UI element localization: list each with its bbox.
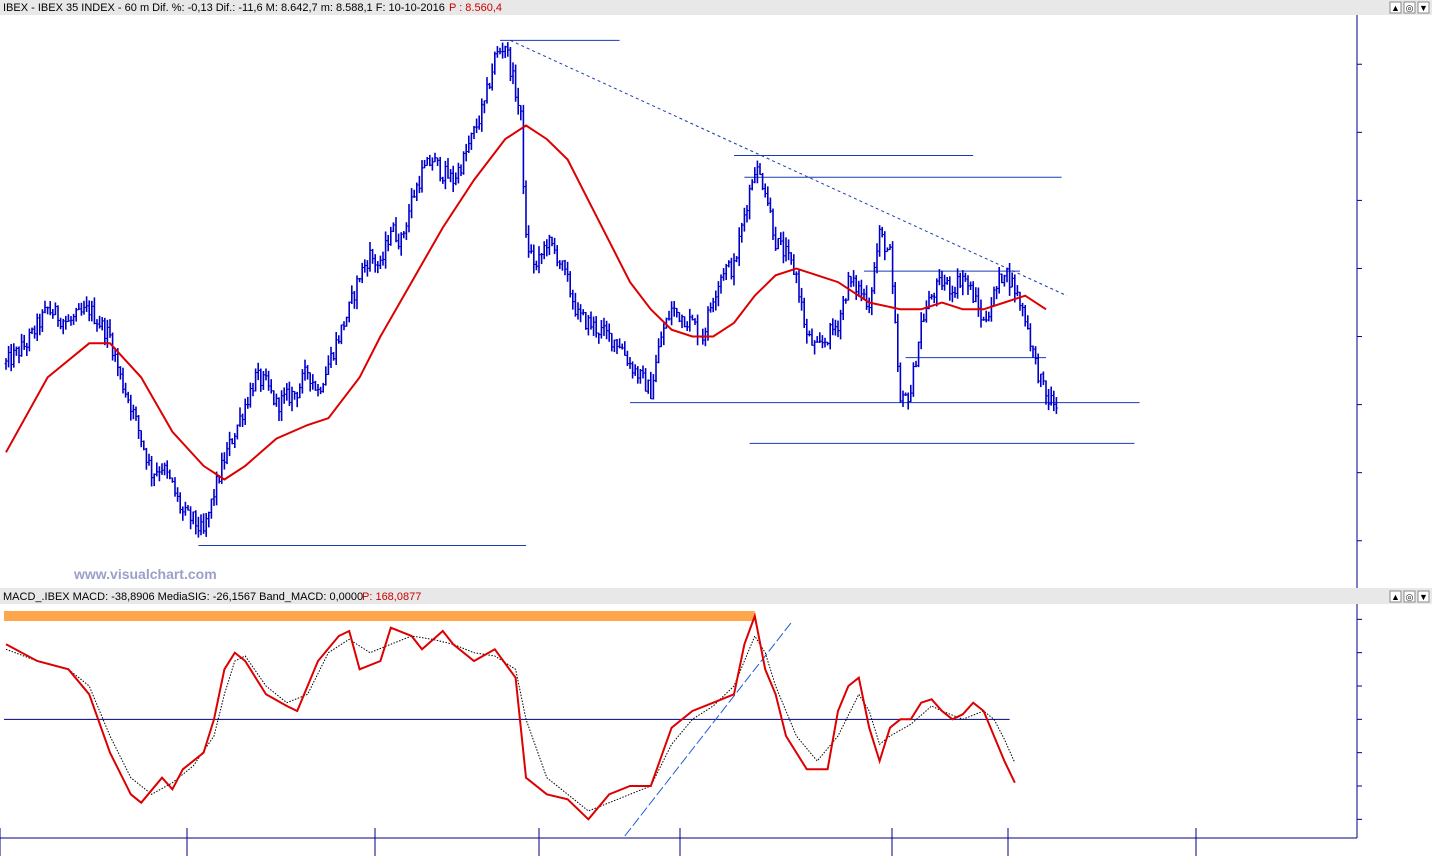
scroll-down-button[interactable] xyxy=(1417,1,1430,14)
scroll-up-icon: ▲ xyxy=(1391,3,1400,13)
center-icon: ◎ xyxy=(1406,3,1414,13)
price-panel xyxy=(4,39,1362,547)
macd-panel xyxy=(4,611,1362,837)
scroll-down-icon: ▼ xyxy=(1419,3,1428,13)
macd-header-bar xyxy=(0,588,1432,604)
macd-line xyxy=(5,612,1016,821)
macd-center-button[interactable] xyxy=(1403,590,1416,603)
macd-header-text: MACD_.IBEX MACD: -38,8906 MediaSIG: -26,… xyxy=(3,591,363,603)
x-axis-labels xyxy=(0,828,1197,856)
resistance-trendline xyxy=(510,39,1068,297)
macd-scroll-up-icon: ▲ xyxy=(1391,592,1400,602)
price-bars xyxy=(4,42,1058,538)
price-window-buttons: ▲ ◎ ▼ xyxy=(1389,1,1430,14)
price-header-p: P : 8.560,4 xyxy=(449,2,502,14)
scroll-up-button[interactable] xyxy=(1389,1,1402,14)
watermark: www.visualchart.com xyxy=(73,566,217,582)
macd-scroll-down-icon: ▼ xyxy=(1419,592,1428,602)
moving-average-line xyxy=(5,124,1047,481)
price-header-bar xyxy=(0,0,1432,15)
center-button[interactable] xyxy=(1403,1,1416,14)
macd-scroll-up-button[interactable] xyxy=(1389,590,1402,603)
macd-window-buttons: ▲ ◎ ▼ xyxy=(1389,590,1430,603)
macd-scroll-down-button[interactable] xyxy=(1417,590,1430,603)
price-header-text: IBEX - IBEX 35 INDEX - 60 m Dif. %: -0,1… xyxy=(3,2,445,14)
macd-header-p: P: 168,0877 xyxy=(362,591,421,603)
macd-center-icon: ◎ xyxy=(1406,592,1414,602)
signal-line xyxy=(5,634,1016,812)
macd-trendline xyxy=(624,622,792,837)
macd-peak-highlight xyxy=(4,611,755,621)
